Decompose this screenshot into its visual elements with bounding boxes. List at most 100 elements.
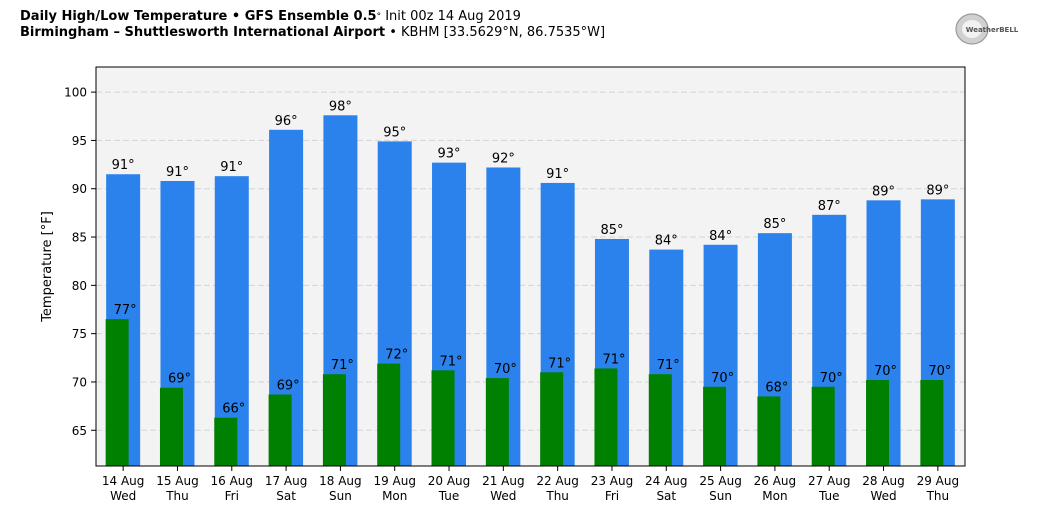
high-label: 85° [600, 223, 623, 238]
low-bars [105, 319, 944, 466]
low-label: 72° [385, 348, 408, 363]
x-tick-weekday: Tue [818, 489, 840, 503]
high-label: 85° [763, 217, 786, 232]
low-bar [811, 386, 835, 466]
x-tick-date: 18 Aug [319, 474, 362, 488]
y-tick-label: 95 [72, 134, 87, 148]
x-tick-weekday: Wed [490, 489, 516, 503]
high-label: 84° [655, 234, 678, 249]
title-text: Daily High/Low Temperature • GFS Ensembl… [20, 9, 377, 24]
x-tick-weekday: Fri [225, 489, 239, 503]
low-label: 69° [277, 379, 300, 394]
location-line: Birmingham – Shuttlesworth International… [20, 25, 605, 41]
low-label: 69° [168, 372, 191, 387]
y-tick-label: 100 [64, 86, 87, 100]
y-tick-label: 85 [72, 231, 87, 245]
x-tick-date: 17 Aug [265, 474, 308, 488]
low-bar [214, 417, 238, 466]
title-degree: ° [376, 12, 382, 22]
y-axis: 65 70 75 80 85 90 95 100 [64, 86, 96, 438]
high-label: 91° [112, 158, 135, 173]
high-label: 91° [546, 167, 569, 182]
x-tick-weekday: Fri [605, 489, 619, 503]
x-tick-weekday: Sat [656, 489, 676, 503]
low-label: 71° [331, 358, 354, 373]
x-tick-date: 23 Aug [591, 474, 634, 488]
x-tick-date: 29 Aug [917, 474, 960, 488]
low-bar [594, 368, 618, 466]
low-bar [540, 372, 564, 466]
plot-frame [95, 66, 966, 467]
title-init: Init 00z 14 Aug 2019 [381, 9, 521, 24]
x-tick-date: 15 Aug [156, 474, 199, 488]
y-tick-label: 80 [72, 279, 87, 293]
low-label: 70° [711, 371, 734, 386]
x-tick-date: 25 Aug [699, 474, 742, 488]
x-tick-date: 21 Aug [482, 474, 525, 488]
x-tick-weekday: Sun [709, 489, 732, 503]
low-label: 71° [602, 352, 625, 367]
x-tick-date: 27 Aug [808, 474, 851, 488]
low-bar [268, 394, 292, 466]
x-tick-weekday: Wed [870, 489, 896, 503]
high-label: 84° [709, 229, 732, 244]
y-tick-label: 90 [72, 182, 87, 196]
high-label: 98° [329, 99, 352, 114]
x-tick-date: 22 Aug [536, 474, 579, 488]
low-bar [920, 380, 944, 466]
low-label: 68° [765, 380, 788, 395]
chart-header: Daily High/Low Temperature • GFS Ensembl… [20, 9, 605, 41]
high-label: 91° [220, 160, 243, 175]
low-label: 71° [548, 356, 571, 371]
high-label: 96° [275, 114, 298, 129]
x-tick-date: 16 Aug [211, 474, 254, 488]
high-label: 89° [926, 183, 949, 198]
high-label: 91° [166, 165, 189, 180]
low-bar [105, 319, 129, 466]
low-bar [485, 378, 509, 466]
y-axis-label: Temperature [°F] [40, 211, 55, 323]
logo-text: WeatherBELL [966, 26, 1019, 34]
x-tick-weekday: Thu [545, 489, 569, 503]
location-coords: • KBHM [33.5629°N, 86.7535°W] [385, 25, 606, 40]
x-tick-weekday: Thu [926, 489, 950, 503]
x-tick-weekday: Tue [438, 489, 460, 503]
low-bar [431, 370, 455, 466]
x-tick-date: 20 Aug [428, 474, 471, 488]
x-tick-weekday: Thu [165, 489, 189, 503]
location-name: Birmingham – Shuttlesworth International… [20, 25, 386, 40]
data-labels: 91° 77° 91° 69° 91° 66° 96° 69° 98° 71° 95° 72° 93° 7… [112, 99, 952, 416]
low-label: 70° [820, 371, 843, 386]
x-tick-weekday: Mon [762, 489, 787, 503]
x-tick-weekday: Sun [329, 489, 352, 503]
low-bar [159, 387, 183, 466]
low-label: 66° [222, 402, 245, 417]
low-bar [703, 386, 727, 466]
high-label: 87° [818, 199, 841, 214]
x-tick-weekday: Mon [382, 489, 407, 503]
x-tick-date: 26 Aug [754, 474, 797, 488]
low-label: 70° [874, 364, 897, 379]
x-tick-date: 28 Aug [862, 474, 905, 488]
high-label: 95° [383, 125, 406, 140]
high-label: 89° [872, 184, 895, 199]
low-label: 71° [440, 354, 463, 369]
low-label: 77° [114, 303, 137, 318]
y-tick-label: 65 [72, 424, 87, 438]
high-label: 93° [438, 147, 461, 162]
low-label: 70° [494, 362, 517, 377]
x-tick-weekday: Sat [276, 489, 296, 503]
low-bar [322, 374, 346, 466]
x-tick-weekday: Wed [110, 489, 136, 503]
y-tick-label: 70 [72, 375, 87, 389]
title-line: Daily High/Low Temperature • GFS Ensembl… [20, 9, 605, 25]
x-tick-date: 19 Aug [373, 474, 416, 488]
weatherbell-logo: WeatherBELL [954, 12, 1020, 46]
high-label: 92° [492, 151, 515, 166]
x-tick-date: 24 Aug [645, 474, 688, 488]
low-bar [866, 380, 890, 466]
low-bar [648, 374, 672, 466]
low-bar [757, 396, 781, 466]
